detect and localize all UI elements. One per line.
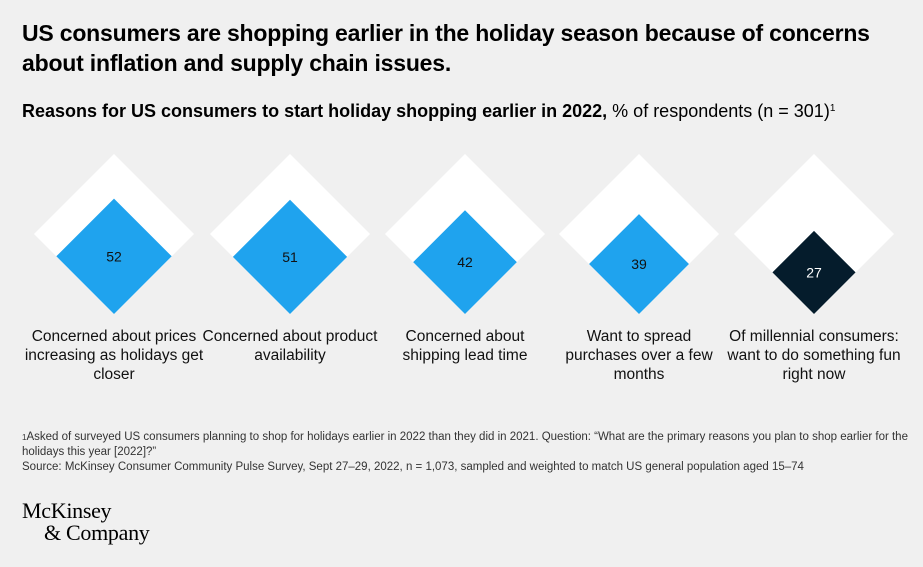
footnote-question-text: Asked of surveyed US consumers planning … — [22, 431, 908, 458]
footnote-marker: 1 — [22, 433, 27, 442]
chart-subtitle: Reasons for US consumers to start holida… — [22, 99, 912, 123]
logo-line-2: & Company — [44, 520, 150, 545]
chart-headline: US consumers are shopping earlier in the… — [22, 20, 870, 76]
subtitle-footnote-marker: 1 — [829, 103, 836, 114]
value-label-2: 51 — [282, 249, 298, 265]
logo-line-1: McKinsey — [22, 498, 112, 523]
mckinsey-logo: McKinsey & Company — [22, 498, 150, 545]
value-label-1: 52 — [106, 248, 122, 264]
value-diamond-1 — [56, 198, 172, 314]
category-label-3: Concerned about shipping lead time — [402, 328, 528, 364]
subtitle-regular: % of respondents (n = 301) — [607, 101, 830, 121]
value-label-4: 39 — [631, 256, 647, 272]
value-diamond-3 — [413, 210, 517, 314]
subtitle-bold: Reasons for US consumers to start holida… — [22, 101, 608, 121]
footnote-source: Source: McKinsey Consumer Community Puls… — [22, 461, 804, 473]
category-label-2: Concerned about product availability — [202, 328, 378, 364]
value-diamond-5 — [772, 230, 856, 314]
footnote: 1Asked of surveyed US consumers planning… — [22, 430, 912, 475]
value-diamond-4 — [589, 214, 689, 314]
value-label-5: 27 — [806, 264, 822, 280]
value-label-3: 42 — [457, 254, 473, 270]
category-label-1: Concerned about prices increasing as hol… — [24, 328, 204, 383]
footnote-question: 1Asked of surveyed US consumers planning… — [22, 430, 912, 460]
value-diamond-2 — [232, 199, 348, 314]
category-label-5: Of millennial consumers: want to do some… — [727, 328, 901, 383]
category-label-4: Want to spread purchases over a few mont… — [565, 328, 713, 383]
